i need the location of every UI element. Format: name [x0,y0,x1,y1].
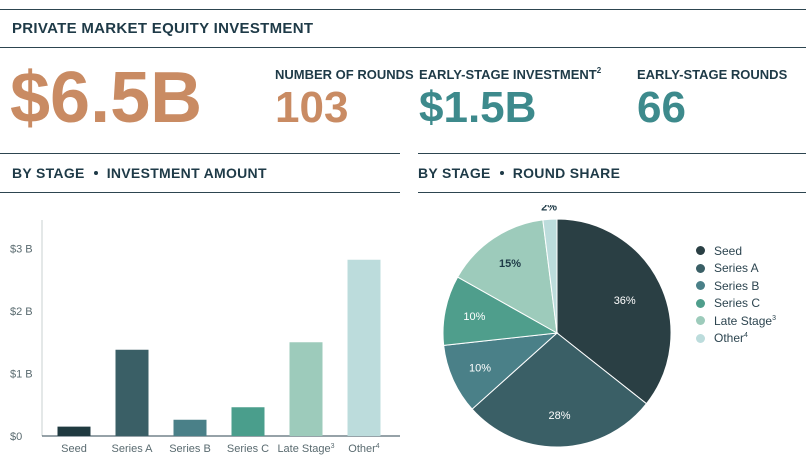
separator-dot [499,171,504,176]
x-tick-label: Series C [227,443,269,455]
legend-swatch [696,333,705,343]
pie-value-label: 2% [541,205,557,214]
legend-swatch [696,246,705,256]
x-tick-label: Seed [61,443,87,455]
bar-other [347,259,381,436]
right-title-rule [418,192,806,193]
pie-value-label: 36% [614,295,636,307]
legend-label: Seed [714,243,743,258]
bar-series-a [115,349,149,436]
kpi-rounds-label: NUMBER OF ROUNDS [275,67,414,82]
x-tick-label: Other4 [348,443,380,455]
y-tick-label: $2 B [10,306,33,318]
legend-label: Series A [714,261,759,276]
kpi-early-rounds-value: 66 [637,83,686,132]
pie-legend: Seed Series A Series B Series C Late Stage3 O… [696,242,776,347]
left-title-rule [0,192,400,193]
kpi-rounds-value: 103 [275,83,349,132]
kpi-early-investment-value: $1.5B [419,83,537,132]
header-rule [0,47,806,48]
legend-label: Series C [714,296,761,311]
legend-item-other: Other4 [696,330,776,348]
legend-label: Late Stage3 [714,313,776,328]
pie-chart-title: BY STAGE ROUND SHARE [418,165,621,181]
page-title: PRIVATE MARKET EQUITY INVESTMENT [12,20,314,37]
legend-swatch [696,316,705,326]
legend-item-late-stage: Late Stage3 [696,312,776,330]
right-section-rule [418,153,806,154]
x-tick-label: Late Stage3 [277,443,334,455]
separator-dot [93,171,98,176]
pie-value-label: 28% [549,410,571,422]
y-tick-label: $3 B [10,244,33,256]
pie-value-label: 15% [499,258,521,270]
pie-slice-late-stage [457,219,558,334]
bar-series-b [173,419,207,436]
pie-chart: 36% 28% 10% 10% 15% 2% [442,205,672,448]
kpi-early-rounds-label: EARLY-STAGE ROUNDS [637,67,788,82]
pie-value-label: 10% [469,362,491,374]
legend-label: Series B [714,278,760,293]
pie-slice-series-a [471,332,648,448]
bar-chart: $0 $1 B $2 B $3 B Seed Series A Series B Series… [10,220,400,455]
bar-chart-title: BY STAGE INVESTMENT AMOUNT [12,165,267,181]
kpi-total-value: $6.5B [10,58,203,138]
pie-value-label: 10% [463,311,485,323]
bar-series-c [231,407,265,436]
x-tick-label: Series B [169,443,211,455]
top-rule [0,9,806,10]
legend-label: Other4 [714,331,748,346]
legend-item-series-c: Series C [696,295,776,313]
legend-swatch [696,281,705,291]
legend-item-series-a: Series A [696,260,776,278]
x-tick-label: Series A [112,443,154,455]
left-section-rule [0,153,400,154]
legend-swatch [696,298,705,308]
bar-late-stage [289,342,323,436]
legend-swatch [696,263,705,273]
y-tick-label: $1 B [10,369,33,381]
legend-item-series-b: Series B [696,277,776,295]
y-tick-label: $0 [10,431,22,443]
pie-slice-seed [556,218,672,405]
bar-seed [57,426,91,436]
kpi-early-investment-label: EARLY-STAGE INVESTMENT2 [419,66,602,82]
legend-item-seed: Seed [696,242,776,260]
pie-slice-other [542,218,558,334]
